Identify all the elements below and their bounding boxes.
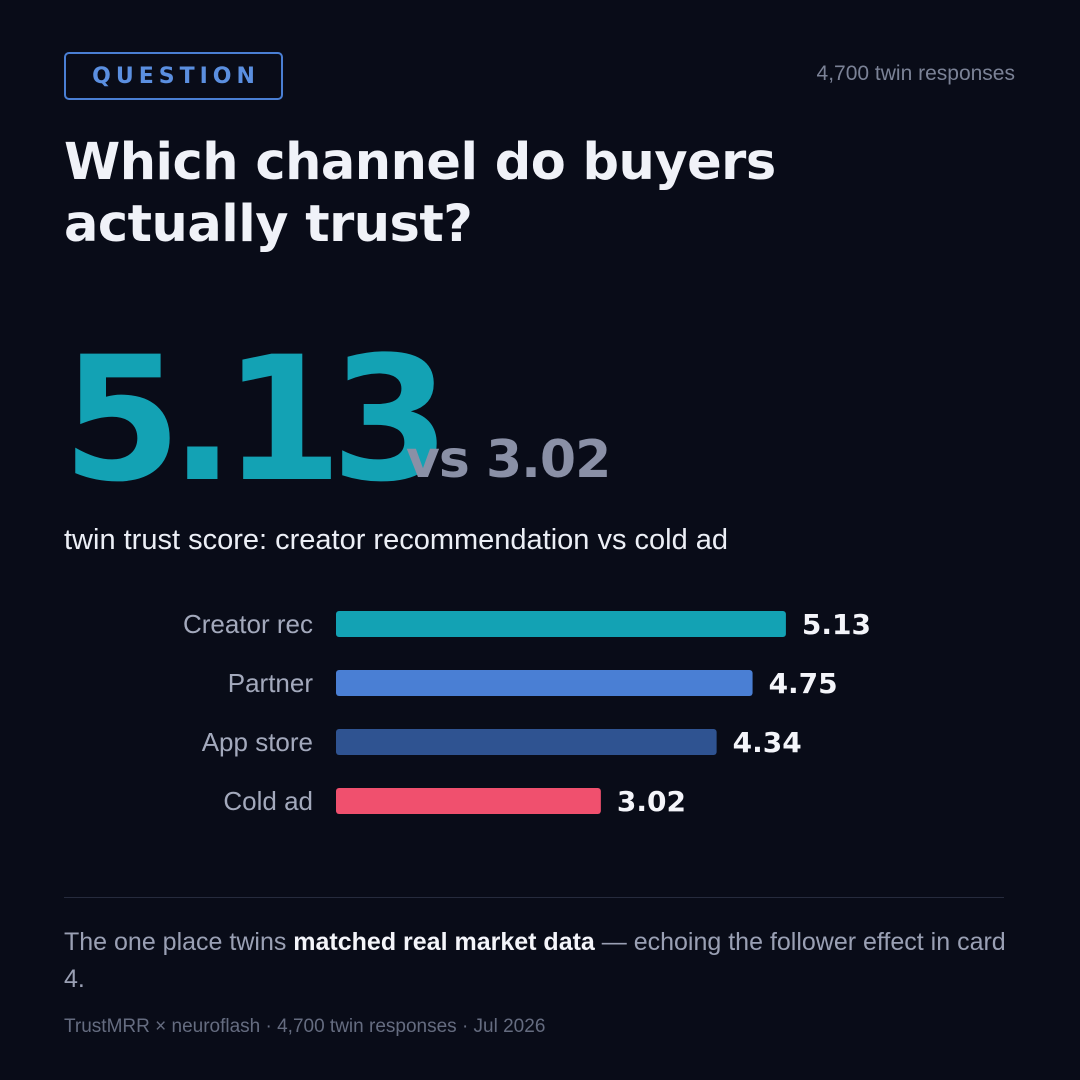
bar-value-label: 4.34: [733, 726, 802, 759]
question-badge: QUESTION: [64, 52, 283, 100]
stat-caption: twin trust score: creator recommendation…: [64, 524, 729, 556]
bar-value-label: 4.75: [769, 667, 838, 700]
headline-line-2: actually trust?: [64, 195, 473, 254]
bar-category-label: App store: [202, 727, 313, 757]
footer-note-end: — echoing the follower effect in card 4.: [64, 928, 1006, 993]
trust-bar-chart: Creator rec 5.13 Partner 4.75 App store 4.34 C…: [183, 608, 871, 818]
footer-divider: [64, 897, 1004, 898]
footer-note-emphasis: matched real market data: [293, 928, 595, 956]
bar-category-label: Creator rec: [183, 609, 313, 639]
footer-note: The one place twins matched real market …: [64, 924, 1014, 998]
bar: [336, 611, 786, 637]
headline: Which channel do buyers actually trust?: [64, 132, 964, 256]
bar: [336, 729, 717, 755]
headline-line-1: Which channel do buyers: [64, 133, 776, 192]
response-count: 4,700 twin responses: [816, 62, 1015, 85]
big-stat-number: 5.13: [62, 319, 450, 520]
bar: [336, 670, 753, 696]
bar-value-label: 3.02: [617, 785, 686, 818]
bar-value-label: 5.13: [802, 608, 871, 641]
source-credit: TrustMRR × neuroflash · 4,700 twin respo…: [64, 1016, 546, 1037]
bar-category-label: Cold ad: [223, 786, 313, 816]
footer-note-start: The one place twins: [64, 928, 294, 956]
bar-category-label: Partner: [228, 668, 314, 698]
bar: [336, 788, 601, 814]
comparison-stat: vs 3.02: [406, 430, 611, 490]
